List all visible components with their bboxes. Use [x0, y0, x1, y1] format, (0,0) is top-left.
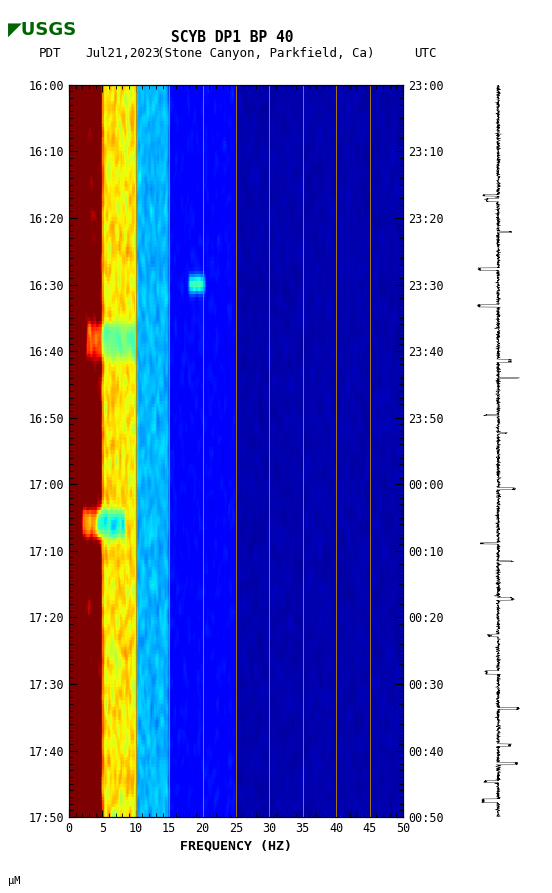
X-axis label: FREQUENCY (HZ): FREQUENCY (HZ) [180, 839, 292, 852]
Text: PDT: PDT [39, 47, 61, 60]
Text: (Stone Canyon, Parkfield, Ca): (Stone Canyon, Parkfield, Ca) [157, 47, 375, 60]
Text: Jul21,2023: Jul21,2023 [86, 47, 161, 60]
Text: ◤USGS: ◤USGS [8, 21, 77, 38]
Text: SCYB DP1 BP 40: SCYB DP1 BP 40 [171, 30, 293, 45]
Text: UTC: UTC [414, 47, 437, 60]
Text: μM: μM [8, 876, 21, 886]
